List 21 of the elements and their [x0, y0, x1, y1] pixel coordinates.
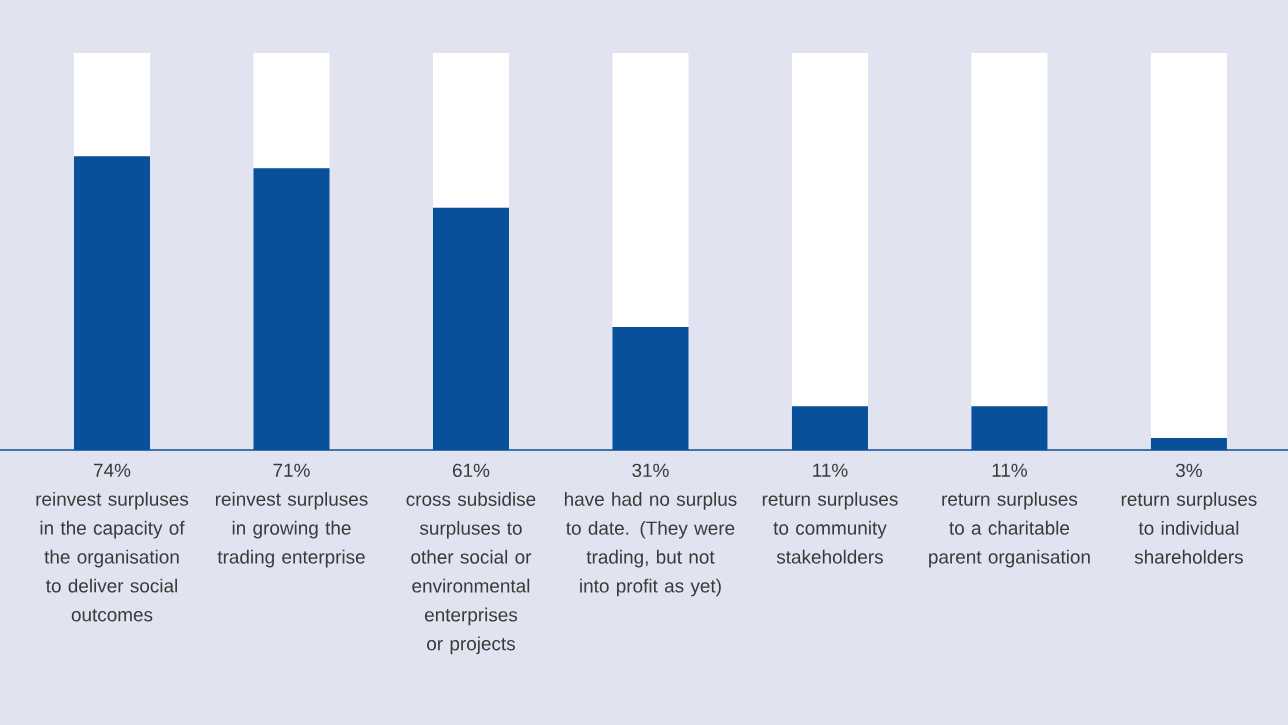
x-tick-label: reinvest surpluses in the capacity of the organisation to deliver social outcomes	[36, 491, 189, 622]
x-tick-label: reinvest surpluses in growing the trading enterprise	[215, 491, 368, 568]
bar	[74, 53, 150, 157]
data-label: 61%	[452, 463, 490, 478]
data-label: 11%	[992, 463, 1028, 477]
x-tick-label: have had no surplus to date. (They were trading, but not into profit as yet)	[564, 492, 737, 597]
data-label: 11%	[813, 463, 848, 477]
bar	[253, 53, 330, 169]
data-label: 31%	[632, 463, 669, 478]
x-tick-label: return surpluses to community stakeholders	[762, 491, 898, 564]
x-tick-label: return surpluses to individual shareholders	[1121, 492, 1257, 564]
data-label: 74%	[94, 463, 131, 477]
bar	[791, 53, 868, 407]
x-tick-label: return surpluses to a charitable parent organisation	[929, 491, 1090, 568]
bar	[971, 53, 1048, 407]
data-label: 71%	[273, 463, 310, 477]
bar	[612, 53, 689, 327]
x-tick-label: cross subsidise surpluses to other social or environmental enterprises or projects	[406, 492, 536, 655]
bar	[432, 53, 509, 208]
data-label: 3%	[1175, 463, 1202, 478]
bar	[1150, 53, 1227, 439]
